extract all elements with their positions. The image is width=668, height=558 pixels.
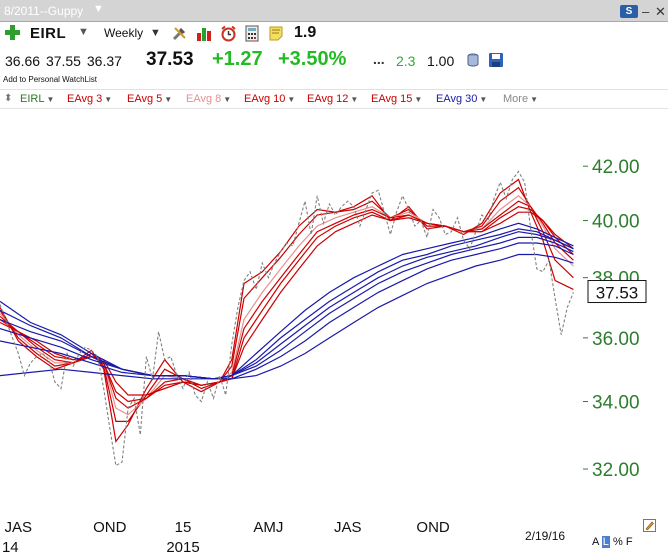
bar-chart-icon[interactable] [196,25,213,42]
last-price: 37.53 [146,49,194,70]
drag-handle-icon[interactable]: ⬍ [4,93,13,104]
legend-eavg-30[interactable]: EAvg 30 ▼ [436,93,487,105]
series-eavg-30 [0,222,574,380]
period-select[interactable]: Weekly [104,26,144,40]
open-high-low: 36.66 37.55 36.37 [5,53,122,69]
price-change: +1.27 [212,48,263,70]
window-title[interactable]: 8/2011--Guppy [4,4,84,18]
legend-label: EAvg 30 [436,93,478,105]
title-bar: 8/2011--Guppy ▼ S – ✕ [0,0,668,22]
add-symbol-icon[interactable] [5,25,20,40]
legend-label: EAvg 3 [67,93,103,105]
y-tick-label: 32.00 [592,460,640,481]
scale-log-option[interactable]: L [601,536,610,548]
legend-more[interactable]: More ▼ [503,93,538,105]
price-change-percent: +3.50% [278,48,347,70]
y-tick-label: 34.00 [592,393,640,414]
chevron-down-icon[interactable]: ▼ [164,95,173,104]
title-dropdown-icon[interactable]: ▼ [93,3,104,15]
series-eavg-45 [0,236,574,380]
series-eavg-10 [0,200,574,409]
series-eavg-60 [0,253,574,380]
quote-bar: 36.66 37.55 36.37 37.53 +1.27 +3.50% ...… [0,46,668,72]
legend-label: EAvg 5 [127,93,163,105]
x-year-label: 2015 [166,539,199,556]
pencil-icon[interactable] [643,519,656,532]
period-dropdown-icon[interactable]: ▼ [150,27,161,39]
x-tick-label: 15 [175,519,192,536]
symbol-dropdown-icon[interactable]: ▼ [78,26,89,38]
x-tick-label: OND [93,519,127,536]
tools-icon[interactable] [171,25,188,42]
x-tick-label: OND [416,519,450,536]
scale-fit-option[interactable]: F [625,536,633,548]
toolbar: EIRL ▼ Weekly ▼ 1.9 [0,22,668,46]
indicator-legend: ⬍ EIRL ▼ EAvg 3 ▼ EAvg 5 ▼ EAvg 8 ▼ EAvg 10 ▼… [0,89,668,109]
legend-eavg-5[interactable]: EAvg 5 ▼ [127,93,172,105]
legend-more-label: More [503,93,529,105]
chevron-down-icon[interactable]: ▼ [479,95,488,104]
symbol-input[interactable]: EIRL [30,25,67,42]
chevron-down-icon[interactable]: ▼ [414,95,423,104]
chevron-down-icon[interactable]: ▼ [104,95,113,104]
x-tick-label: JAS [5,519,33,536]
quote-value-green: 2.3 [396,53,416,69]
legend-eavg-10[interactable]: EAvg 10 ▼ [244,93,295,105]
score-value: 1.9 [294,24,317,41]
legend-eavg-12[interactable]: EAvg 12 ▼ [307,93,358,105]
legend-eavg-8[interactable]: EAvg 8 ▼ [186,93,231,105]
y-tick-label: 42.00 [592,157,640,178]
x-tick-label: JAS [334,519,362,536]
scale-arith-option[interactable]: A [592,536,599,548]
s-badge-icon[interactable]: S [620,5,638,18]
last-date-label: 2/19/16 [525,529,565,543]
legend-label: EAvg 10 [244,93,286,105]
legend-label: EAvg 15 [371,93,413,105]
add-to-watchlist-link[interactable]: Add to Personal WatchList [3,75,97,84]
save-icon[interactable] [488,52,504,68]
legend-label: EAvg 8 [186,93,222,105]
quote-value: 1.00 [427,53,455,69]
current-price-box [587,280,647,304]
chevron-down-icon[interactable]: ▼ [223,95,232,104]
legend-label: EAvg 12 [307,93,349,105]
series-eavg-12 [0,206,574,403]
minimize-icon[interactable]: – [642,4,650,19]
x-year-label: 14 [2,539,19,556]
scale-percent-option[interactable]: % [612,536,623,548]
scale-mode-selector[interactable]: A L % F [592,536,633,548]
note-icon[interactable] [268,25,285,42]
legend-eavg-15[interactable]: EAvg 15 ▼ [371,93,422,105]
current-price-label: 37.53 [596,284,639,303]
chevron-down-icon[interactable]: ▼ [350,95,359,104]
series-eavg-50 [0,242,574,380]
low-value: 36.37 [86,53,122,69]
series-eavg-15 [0,211,574,396]
y-tick-label: 36.00 [592,329,640,350]
more-dots[interactable]: ... [373,51,385,67]
calculator-icon[interactable] [244,25,261,42]
x-tick-label: AMJ [253,519,283,536]
price-line [0,170,574,467]
high-value: 37.55 [45,53,81,69]
open-value: 36.66 [5,53,41,69]
y-tick-label: 40.00 [592,212,640,233]
legend-symbol[interactable]: EIRL ▼ [20,93,54,105]
legend-eavg-3[interactable]: EAvg 3 ▼ [67,93,112,105]
database-icon[interactable] [466,53,480,67]
chevron-down-icon[interactable]: ▼ [46,95,55,104]
legend-symbol-label: EIRL [20,93,45,105]
chevron-down-icon[interactable]: ▼ [287,95,296,104]
alarm-clock-icon[interactable] [220,25,237,42]
chevron-down-icon[interactable]: ▼ [530,95,538,104]
close-icon[interactable]: ✕ [655,4,666,19]
